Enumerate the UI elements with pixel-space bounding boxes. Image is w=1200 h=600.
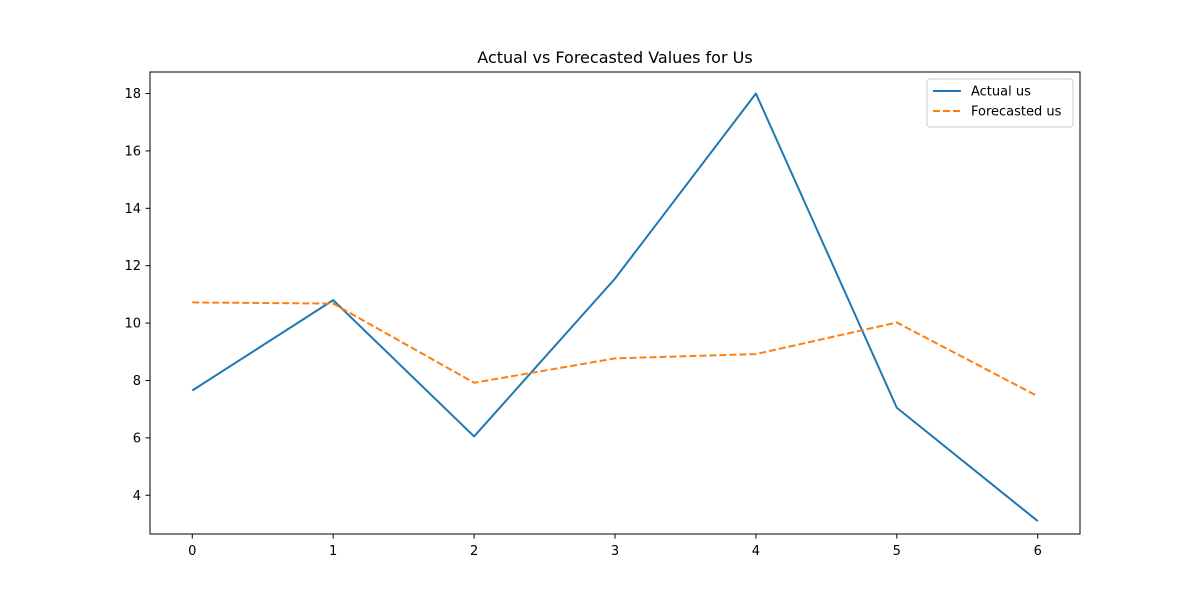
y-tick-label: 18	[124, 87, 141, 102]
y-tick-label: 4	[133, 489, 141, 504]
y-tick-label: 12	[124, 259, 141, 274]
chart-title: Actual vs Forecasted Values for Us	[477, 48, 752, 67]
x-tick-label: 1	[329, 544, 337, 559]
y-tick-label: 8	[133, 374, 141, 389]
legend-label: Forecasted us	[971, 105, 1062, 120]
legend: Actual us Forecasted us	[926, 78, 1074, 128]
x-axis: 0 1 2 3 4 5 6	[188, 534, 1042, 559]
series-line-0	[191, 92, 1039, 522]
y-tick-label: 10	[124, 317, 141, 332]
x-tick-label: 0	[188, 544, 196, 559]
y-tick-label: 14	[124, 202, 141, 217]
x-tick-label: 2	[470, 544, 478, 559]
series-line-1	[192, 301, 1039, 398]
y-tick-label: 16	[124, 144, 141, 159]
x-tick-label: 3	[611, 544, 619, 559]
x-tick-label: 6	[1034, 544, 1042, 559]
x-tick-label: 5	[893, 544, 901, 559]
legend-label: Actual us	[971, 85, 1031, 100]
series-layer	[191, 92, 1039, 522]
x-tick-label: 4	[752, 544, 760, 559]
y-tick-label: 6	[133, 431, 141, 446]
y-axis: 4 6 8 10 12 14 16 18	[124, 87, 150, 504]
legend-box	[926, 78, 1074, 128]
